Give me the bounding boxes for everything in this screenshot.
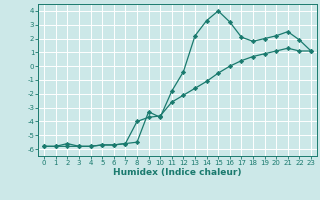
X-axis label: Humidex (Indice chaleur): Humidex (Indice chaleur) bbox=[113, 168, 242, 177]
